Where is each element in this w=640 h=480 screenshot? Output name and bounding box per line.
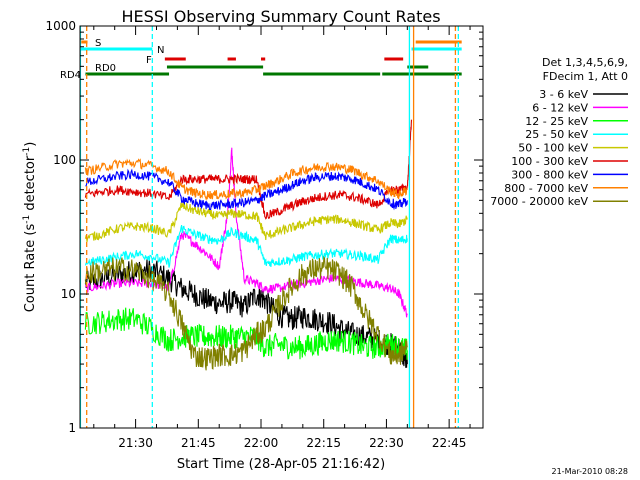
flag-bar-rd0-0 (166, 65, 264, 69)
flag-bar-f-0 (164, 57, 186, 61)
x-tick-label: 22:00 (244, 436, 279, 450)
y-tick-label: 100 (53, 153, 76, 167)
legend: Det 1,3,4,5,6,9, FDecim 1, Att 0 3 - 6 k… (490, 56, 628, 208)
legend-label-800-7000-kev: 800 - 7000 keV (504, 182, 588, 195)
legend-label-7000-20000-kev: 7000 - 20000 keV (490, 195, 588, 208)
flag-bar-n-0 (80, 47, 153, 51)
flag-bars-layer: S NF RD0 RD4 (60, 38, 462, 81)
flag-bar-f-1 (227, 57, 236, 61)
flag-label-rd0: RD0 (95, 63, 116, 74)
flag-bar-s-1 (415, 40, 462, 44)
legend-title-line1: Det 1,3,4,5,6,9, (542, 56, 628, 69)
flag-bar-f-2 (261, 57, 266, 61)
legend-label-300-800-kev: 300 - 800 keV (511, 168, 588, 181)
legend-label-50-100-kev: 50 - 100 keV (518, 142, 588, 155)
series-layer (84, 119, 413, 371)
flag-bar-rd4-0 (85, 72, 170, 76)
flag-bar-rd4-1 (263, 72, 381, 76)
x-tick-label: 21:30 (118, 436, 153, 450)
axes-layer: 1 10 100 1000 21:30 21:45 22:00 22:15 22:30 22:45 (45, 19, 483, 450)
x-tick-label: 22:15 (306, 436, 341, 450)
footer-timestamp: 21-Mar-2010 08:28 (552, 467, 629, 476)
series-line-100-300-kev (84, 119, 413, 220)
flag-bar-s-0 (81, 40, 88, 44)
series-line-800-7000-kev (84, 158, 408, 201)
flag-bar-f-3 (384, 57, 404, 61)
flag-label-rd4: RD4 (60, 70, 81, 81)
legend-label-3-6-kev: 3 - 6 keV (539, 88, 588, 101)
y-tick-label: 1000 (45, 19, 76, 33)
flag-label-s: S (95, 38, 101, 49)
series-line-3-6-kev (84, 259, 408, 368)
legend-label-6-12-kev: 6 - 12 keV (532, 101, 588, 114)
chart-title: HESSI Observing Summary Count Rates (121, 7, 440, 26)
series-line-50-100-kev (84, 201, 408, 243)
series-line-12-25-kev (84, 307, 408, 360)
legend-label-100-300-kev: 100 - 300 keV (511, 155, 588, 168)
flag-bar-rd0-1 (407, 65, 429, 69)
flag-bar-n-1 (411, 47, 462, 51)
y-tick-label: 1 (68, 421, 76, 435)
y-axis-label: Count Rate (s-1 detector-1) (22, 142, 38, 313)
legend-title-line2: FDecim 1, Att 0 (543, 70, 628, 83)
series-line-25-50-kev (84, 224, 408, 268)
series-line-300-800-kev (85, 168, 408, 211)
flag-label-n: N (157, 45, 164, 56)
x-tick-label: 22:30 (369, 436, 404, 450)
y-axis-label-part2: detector (23, 155, 38, 215)
x-tick-label: 22:45 (432, 436, 467, 450)
y-axis-label-part3: ) (23, 142, 38, 147)
legend-label-12-25-kev: 12 - 25 keV (525, 115, 588, 128)
x-tick-label: 21:45 (181, 436, 216, 450)
y-tick-label: 10 (61, 287, 76, 301)
y-axis-label-part1: Count Rate (s (23, 224, 38, 313)
flag-label-f: F (146, 55, 152, 66)
y-axis-label-sup2: -1 (22, 147, 32, 156)
y-axis-label-sup1: -1 (22, 215, 32, 224)
x-axis-label: Start Time (28-Apr-05 21:16:42) (177, 457, 385, 472)
legend-label-25-50-kev: 25 - 50 keV (525, 128, 588, 141)
flag-bar-rd4-2 (382, 72, 462, 76)
series-line-7000-20000-kev (84, 255, 408, 371)
